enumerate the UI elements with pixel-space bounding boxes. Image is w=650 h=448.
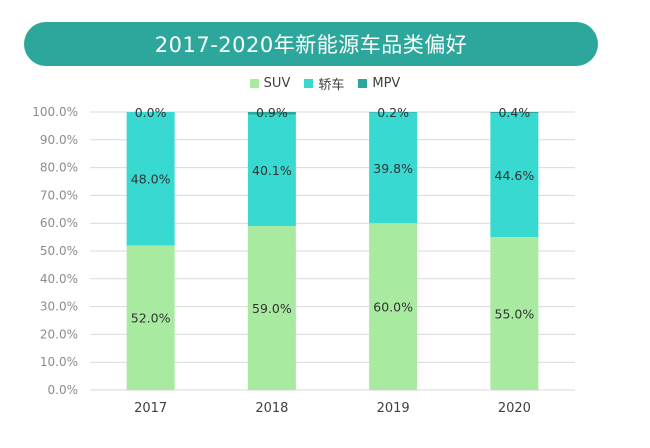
bar-segment xyxy=(369,112,418,224)
legend-swatch-mpv xyxy=(358,79,368,88)
y-tick-label: 30.0% xyxy=(40,300,78,314)
data-label: 40.1% xyxy=(252,163,292,178)
legend-item-sedan: 轿车 xyxy=(304,74,344,93)
legend-label-suv: SUV xyxy=(263,76,291,91)
chart-title: 2017-2020年新能源车品类偏好 xyxy=(154,33,468,57)
data-label: 0.4% xyxy=(498,105,530,120)
y-tick-label: 50.0% xyxy=(40,244,78,258)
y-tick-label: 70.0% xyxy=(40,188,78,202)
bar-segment xyxy=(247,112,296,115)
data-label: 48.0% xyxy=(131,172,171,187)
data-label: 60.0% xyxy=(373,300,413,315)
y-tick-label: 40.0% xyxy=(40,272,78,286)
data-label: 52.0% xyxy=(131,311,171,326)
bar-segment xyxy=(126,112,175,246)
y-tick-label: 0.0% xyxy=(48,383,79,397)
x-tick-label: 2018 xyxy=(255,401,288,416)
y-tick-label: 100.0% xyxy=(32,105,78,119)
x-tick-label: 2019 xyxy=(377,401,410,416)
chart-title-banner: 2017-2020年新能源车品类偏好 xyxy=(24,22,598,66)
y-tick-label: 60.0% xyxy=(40,216,78,230)
x-tick-label: 2017 xyxy=(134,401,167,416)
data-label: 0.9% xyxy=(256,105,288,120)
data-label: 0.2% xyxy=(377,105,409,120)
bar-segment xyxy=(126,245,175,390)
data-label: 55.0% xyxy=(495,307,535,322)
legend-item-mpv: MPV xyxy=(358,76,400,91)
bar-segment xyxy=(490,113,539,238)
bar-segment xyxy=(247,114,296,226)
bar-segment xyxy=(369,112,418,113)
data-label: 39.8% xyxy=(373,161,413,176)
bar-segment xyxy=(490,112,539,114)
legend-item-suv: SUV xyxy=(249,76,291,91)
x-tick-label: 2020 xyxy=(498,401,531,416)
data-label: 0.0% xyxy=(135,105,167,120)
data-label: 59.0% xyxy=(252,301,292,316)
y-tick-label: 80.0% xyxy=(40,161,78,175)
y-tick-label: 20.0% xyxy=(40,327,78,341)
legend-label-mpv: MPV xyxy=(372,76,401,91)
bar-segment xyxy=(369,223,418,390)
legend-swatch-suv xyxy=(249,79,259,88)
bar-segment xyxy=(490,237,539,390)
legend-label-sedan: 轿车 xyxy=(318,78,345,93)
y-tick-label: 90.0% xyxy=(40,133,78,147)
legend-swatch-sedan xyxy=(304,79,314,88)
bar-segment xyxy=(247,225,296,390)
data-label: 44.6% xyxy=(495,168,535,183)
legend: SUV 轿车 MPV xyxy=(0,74,650,93)
y-tick-label: 10.0% xyxy=(40,355,78,369)
